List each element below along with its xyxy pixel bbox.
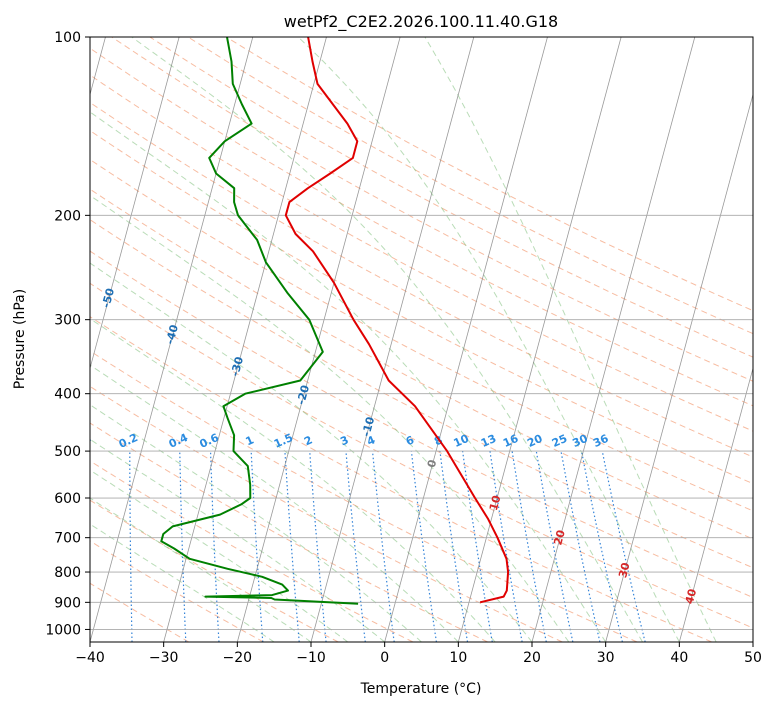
mixing-ratio-line xyxy=(511,451,547,642)
mixing-ratio-label: 16 xyxy=(501,432,521,450)
temperature-profile-line xyxy=(284,37,510,604)
isotherm-label: -40 xyxy=(163,323,181,346)
isotherm-line xyxy=(163,37,327,642)
chart-title: wetPf2_C2E2.2026.100.11.40.G18 xyxy=(284,12,558,32)
mixing-ratio-label: 20 xyxy=(525,432,545,450)
moist-adiabat-line xyxy=(90,364,459,642)
mixing-ratio-label: 25 xyxy=(550,432,569,450)
mixing-ratio-label: 30 xyxy=(570,432,590,450)
y-tick-label: 100 xyxy=(54,30,81,46)
mixing-ratio-line xyxy=(439,451,469,642)
isotherm-line xyxy=(236,37,401,642)
isotherm-line xyxy=(90,37,254,642)
x-tick-label: 40 xyxy=(670,650,688,666)
mixing-ratio-line xyxy=(560,450,601,642)
x-tick-label: −30 xyxy=(149,650,179,666)
isotherm-line xyxy=(605,92,753,642)
x-tick-label: −10 xyxy=(296,650,326,666)
isotherm-label: 40 xyxy=(683,587,700,605)
moist-adiabat-line xyxy=(424,37,717,642)
y-axis-label: Pressure (hPa) xyxy=(12,289,28,389)
y-tick-label: 1000 xyxy=(45,622,81,638)
dry-adiabat-line xyxy=(90,316,712,642)
mixing-ratio-line xyxy=(345,451,366,642)
y-tick-label: 500 xyxy=(54,444,81,460)
moist-adiabat-line xyxy=(90,438,386,642)
isotherm-label: 30 xyxy=(616,561,633,579)
moist-adiabat-line xyxy=(90,194,570,642)
x-tick-label: 10 xyxy=(449,650,467,666)
mixing-ratio-line xyxy=(410,451,437,642)
y-tick-label: 700 xyxy=(54,531,81,547)
isotherm-label: -60 xyxy=(38,242,56,265)
profile-lines xyxy=(160,37,510,605)
mixing-ratio-line xyxy=(580,450,623,642)
dry-adiabat-line xyxy=(90,582,190,642)
mixing-ratio-line xyxy=(535,450,574,642)
y-tick-label: 600 xyxy=(54,491,81,507)
isotherm-line xyxy=(310,37,475,642)
mixing-ratio-line xyxy=(371,451,395,642)
dewpoint-profile-line xyxy=(160,37,359,605)
dry-adiabat-line xyxy=(90,385,563,642)
moist-adiabat-line xyxy=(90,262,533,642)
y-tick-label: 400 xyxy=(54,387,81,403)
moist-adiabat-line xyxy=(90,111,607,642)
x-tick-label: 50 xyxy=(744,650,762,666)
x-tick-label: 30 xyxy=(597,650,615,666)
x-tick-label: 20 xyxy=(523,650,541,666)
y-tick-label: 200 xyxy=(54,208,81,224)
isotherm-label: 0 xyxy=(425,458,440,469)
isotherm-label: -30 xyxy=(228,355,246,378)
isotherm-line xyxy=(90,37,180,370)
x-axis-label: Temperature (°C) xyxy=(360,681,482,697)
dry-adiabat-line xyxy=(90,219,753,569)
moist-adiabat-line xyxy=(90,317,496,642)
isotherm-label: -50 xyxy=(99,286,117,309)
y-tick-label: 900 xyxy=(54,595,81,611)
dry-adiabat-line xyxy=(90,74,753,432)
y-axis-ticks: 100 200 300 400 500 600 700 800 900 1000 xyxy=(45,30,90,638)
mixing-ratio-label: 0.1 xyxy=(70,431,93,451)
x-axis-ticks: −40 −30 −20 −10 0 10 20 30 40 50 xyxy=(75,642,762,666)
mixing-ratio-line xyxy=(462,451,493,642)
dry-adiabat-line xyxy=(90,188,753,540)
isotherm-line xyxy=(752,640,753,642)
isotherm-label: 10 xyxy=(487,494,504,512)
dry-adiabat-line xyxy=(90,282,753,629)
isotherm-label: -20 xyxy=(294,383,312,406)
dry-adiabat-line xyxy=(90,422,488,642)
isotherm-label: -10 xyxy=(360,415,378,438)
mixing-ratio-line xyxy=(82,451,83,642)
y-tick-label: 800 xyxy=(54,565,81,581)
mixing-ratio-line xyxy=(284,451,300,642)
isotherm-line xyxy=(678,366,753,642)
x-tick-label: −40 xyxy=(75,650,105,666)
dry-adiabat-line xyxy=(149,37,753,358)
isotherm-line xyxy=(531,37,696,642)
dry-adiabat-line xyxy=(90,350,638,642)
dry-adiabat-line xyxy=(90,250,753,599)
plot-background xyxy=(90,37,753,642)
x-tick-label: −20 xyxy=(223,650,253,666)
isotherm-label: 20 xyxy=(551,528,568,546)
mixing-ratio-label: 36 xyxy=(591,432,611,450)
dry-adiabat-line xyxy=(111,37,753,382)
background-lines xyxy=(82,37,753,642)
mixing-ratio-label: 13 xyxy=(479,432,498,450)
x-tick-label: 0 xyxy=(380,650,389,666)
moist-adiabat-line xyxy=(297,37,680,642)
dry-adiabat-line xyxy=(90,540,264,642)
line-labels: -100-90-80-70-60-50-40-30-20-10010203040… xyxy=(38,242,700,605)
mixing-ratio-label: 10 xyxy=(452,432,472,450)
isotherm-line xyxy=(457,37,622,642)
isotherm-line xyxy=(384,37,548,642)
moist-adiabat-line xyxy=(90,404,422,642)
dry-adiabat-line xyxy=(90,101,753,458)
mixing-ratio-line xyxy=(309,451,327,642)
y-tick-label: 300 xyxy=(54,313,81,329)
plot-frame xyxy=(89,36,754,643)
